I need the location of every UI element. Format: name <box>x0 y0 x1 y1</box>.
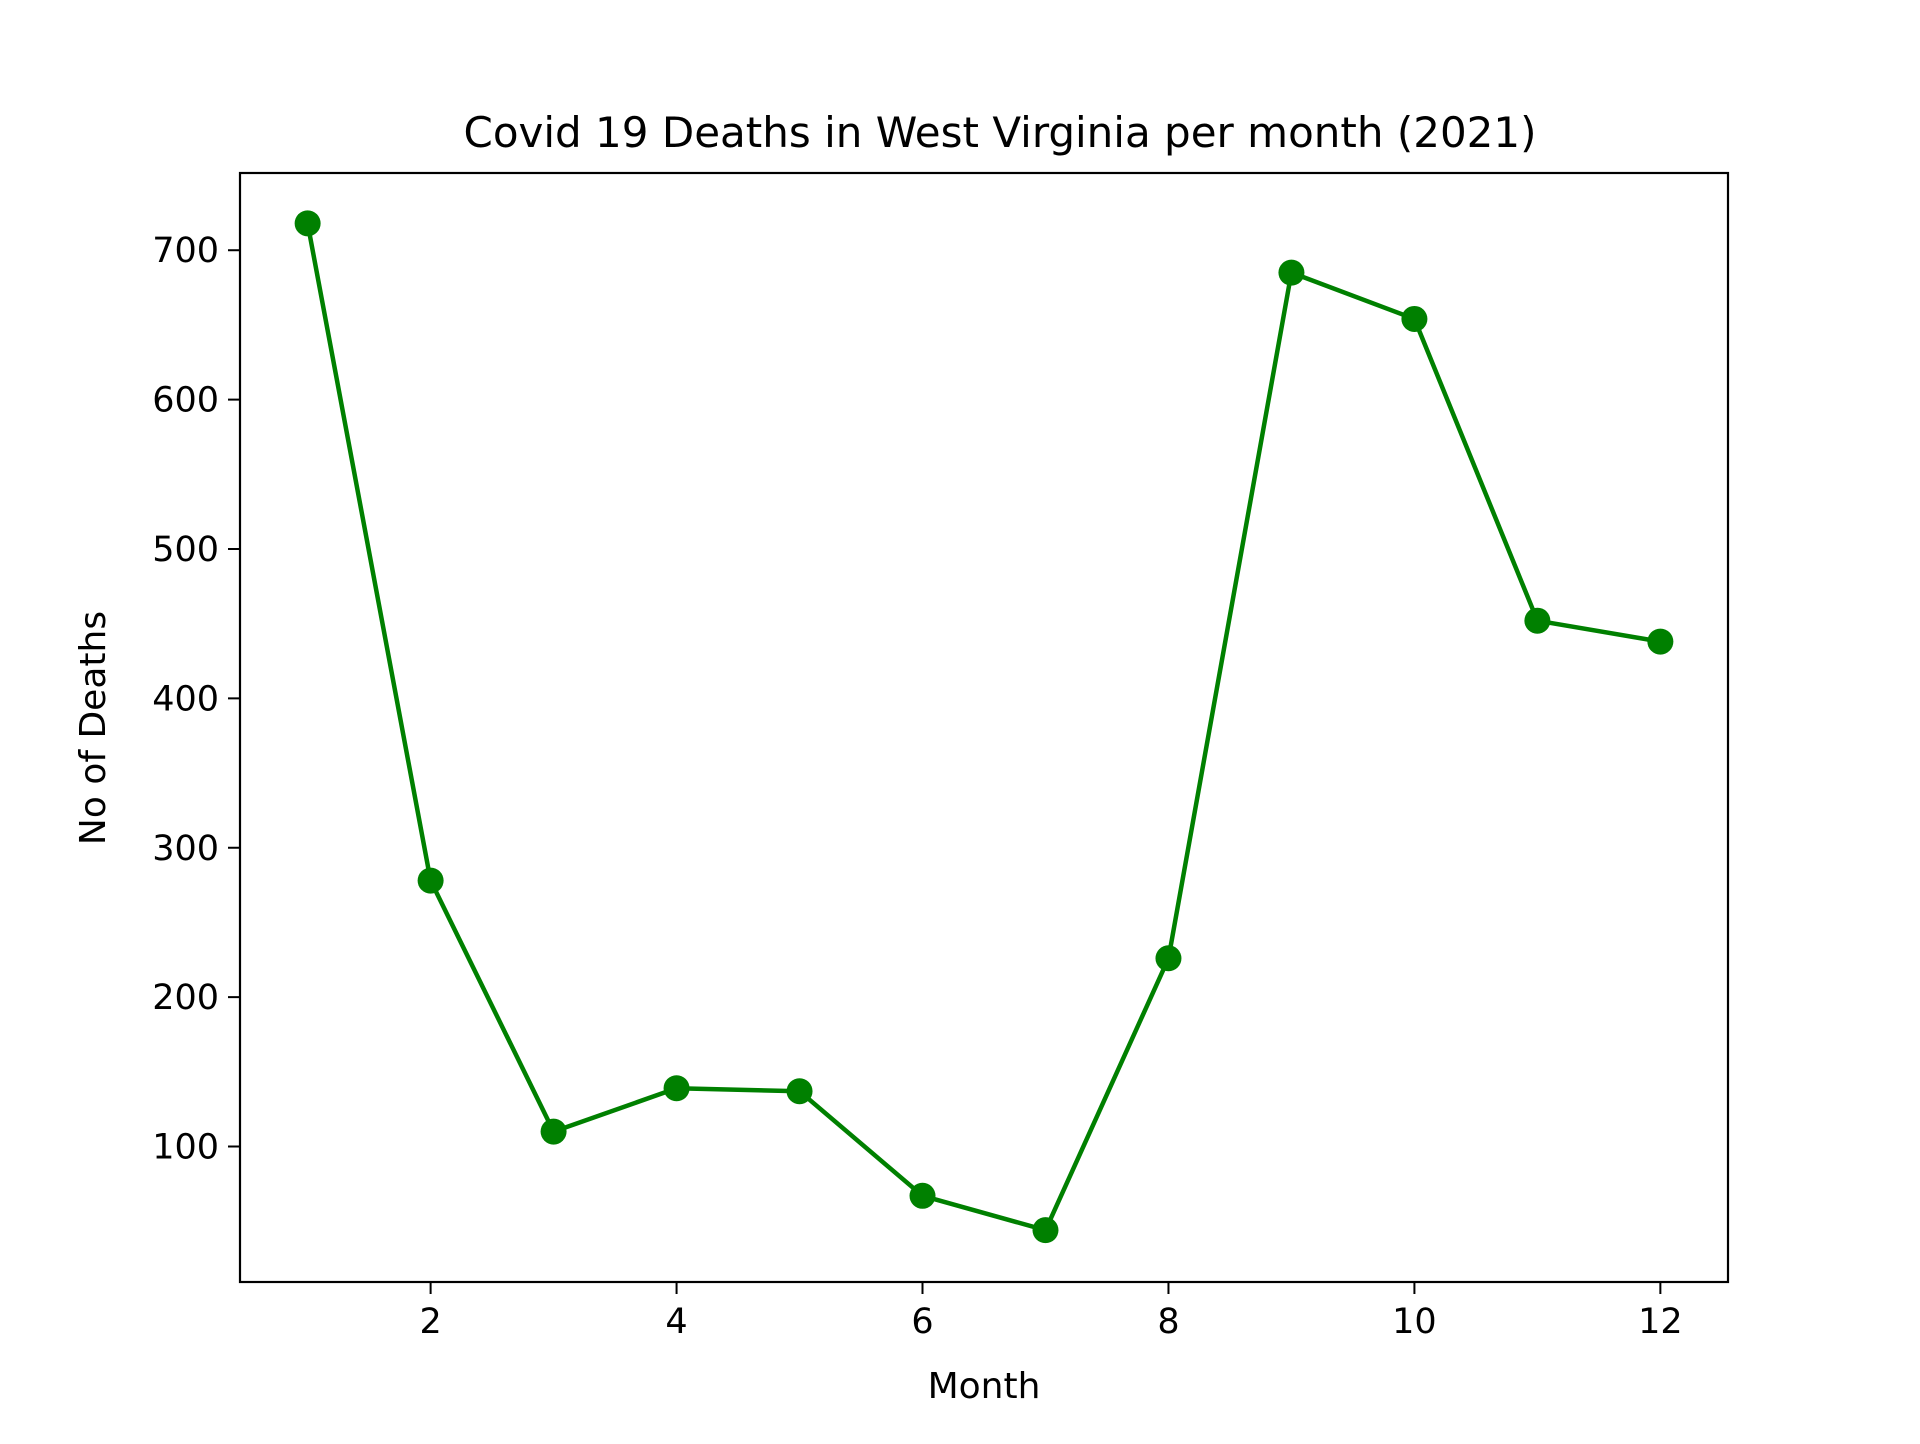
x-axis: 2 4 6 8 10 12 <box>419 1282 1683 1342</box>
data-point <box>1647 628 1674 655</box>
y-tick-label: 700 <box>152 231 219 271</box>
data-point <box>909 1182 936 1209</box>
data-point <box>663 1075 690 1102</box>
x-tick-label: 8 <box>1157 1302 1179 1342</box>
y-tick-label: 600 <box>152 381 219 421</box>
y-tick-label: 300 <box>152 829 219 869</box>
data-point <box>1401 305 1428 332</box>
series-layer <box>294 210 1674 1244</box>
y-tick-label: 500 <box>152 530 219 570</box>
data-point <box>1155 945 1182 972</box>
data-point <box>1278 259 1305 286</box>
x-tick-label: 6 <box>911 1302 933 1342</box>
y-tick-label: 400 <box>152 679 219 719</box>
x-tick-label: 2 <box>419 1302 441 1342</box>
x-tick-label: 10 <box>1392 1302 1437 1342</box>
y-tick-label: 100 <box>152 1128 219 1168</box>
data-point <box>786 1078 813 1105</box>
x-axis-label: Month <box>928 1366 1041 1407</box>
x-tick-label: 12 <box>1638 1302 1683 1342</box>
data-point <box>540 1118 567 1145</box>
axes-frame <box>238 171 1730 1284</box>
y-axis-label: No of Deaths <box>73 611 114 845</box>
data-point <box>1524 607 1551 634</box>
data-point <box>417 867 444 894</box>
data-point <box>294 210 321 237</box>
data-point <box>1032 1217 1059 1244</box>
plot-area: 2 4 6 8 10 12 100 200 300 400 500 600 700 <box>152 171 1730 1342</box>
chart-title: Covid 19 Deaths in West Virginia per mon… <box>464 108 1537 157</box>
y-tick-label: 200 <box>152 978 219 1018</box>
series-line <box>305 222 1661 1233</box>
x-tick-label: 4 <box>665 1302 687 1342</box>
y-axis: 100 200 300 400 500 600 700 <box>152 231 240 1168</box>
